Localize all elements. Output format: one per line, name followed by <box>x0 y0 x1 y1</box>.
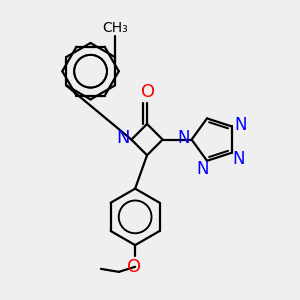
Text: N: N <box>232 150 245 168</box>
Text: CH₃: CH₃ <box>102 21 128 35</box>
Text: N: N <box>196 160 209 178</box>
Text: O: O <box>128 258 142 276</box>
Text: N: N <box>116 129 130 147</box>
Text: N: N <box>235 116 247 134</box>
Text: O: O <box>141 83 155 101</box>
Text: N: N <box>177 129 190 147</box>
